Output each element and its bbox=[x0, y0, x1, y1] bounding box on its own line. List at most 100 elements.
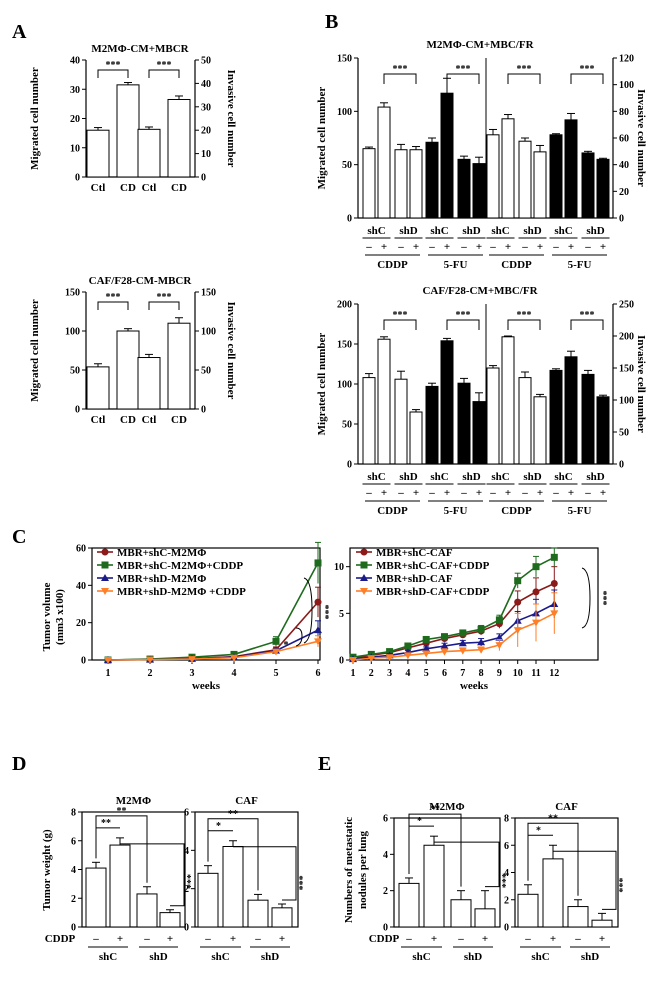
drug-sign: – bbox=[460, 487, 467, 499]
marker-square bbox=[314, 559, 322, 567]
x-tick-label: 11 bbox=[531, 668, 540, 679]
y-tick-label: 4 bbox=[184, 846, 189, 857]
significance-bracket bbox=[434, 841, 500, 888]
y-tick-label: 4 bbox=[71, 865, 76, 876]
chart-title: CAF/F28-CM-MBCR bbox=[89, 275, 193, 287]
y2-tick-label: 120 bbox=[619, 54, 634, 65]
bar bbox=[518, 140, 532, 219]
cddp-sign: + bbox=[230, 933, 236, 945]
chart-title: CAF bbox=[555, 801, 578, 813]
x-tick-label: 12 bbox=[549, 668, 559, 679]
drug-sign: + bbox=[537, 487, 543, 499]
y-axis-label-2: (mm3 x100) bbox=[54, 589, 66, 645]
y2-tick-label: 0 bbox=[201, 405, 206, 416]
marker-circle bbox=[532, 588, 540, 596]
bar bbox=[85, 867, 107, 928]
y-tick-label: 100 bbox=[337, 380, 352, 391]
y-tick-label: 150 bbox=[337, 340, 352, 351]
drug-sign: + bbox=[413, 487, 419, 499]
y-tick-label: 2 bbox=[184, 884, 189, 895]
significance-label: *** bbox=[580, 310, 595, 321]
marker-square bbox=[477, 625, 485, 633]
y2-tick-label: 50 bbox=[201, 366, 211, 377]
y-axis-label: Migrated cell number bbox=[316, 333, 328, 436]
drug-sign: + bbox=[381, 487, 387, 499]
marker-square bbox=[550, 553, 558, 561]
x-tick-label: 3 bbox=[190, 668, 195, 679]
significance-bracket bbox=[553, 850, 617, 910]
cddp-sign: + bbox=[279, 933, 285, 945]
y-tick-label: 4 bbox=[504, 868, 509, 879]
significance-bracket bbox=[446, 319, 480, 330]
bar bbox=[271, 907, 293, 928]
sh-label: shD bbox=[462, 225, 480, 237]
x-tick-label: 3 bbox=[387, 668, 392, 679]
drug-sign: – bbox=[489, 241, 496, 253]
bar bbox=[398, 882, 420, 928]
significance-label: *** bbox=[393, 310, 408, 321]
y-axis-label-2: nodules per lung bbox=[357, 830, 369, 909]
panel-label: B bbox=[325, 11, 338, 33]
bar bbox=[591, 919, 613, 928]
cddp-sign: – bbox=[405, 933, 412, 945]
y-tick-label: 60 bbox=[76, 544, 86, 555]
cddp-sign: + bbox=[482, 933, 488, 945]
bar bbox=[86, 129, 110, 178]
marker-triangle-down bbox=[513, 627, 522, 635]
marker-triangle bbox=[101, 574, 109, 581]
bar bbox=[596, 158, 610, 219]
drug-sign: – bbox=[365, 487, 372, 499]
significance-label: *** bbox=[580, 64, 595, 75]
significance-label: ** bbox=[101, 818, 111, 829]
y-tick-label: 8 bbox=[504, 814, 509, 825]
bar bbox=[159, 912, 181, 928]
chart-title: M2MΦ bbox=[116, 795, 151, 807]
y-tick-label: 5 bbox=[339, 609, 344, 620]
y-axis-label: Migrated cell number bbox=[29, 299, 41, 402]
significance-label: ** bbox=[228, 809, 238, 820]
marker-square bbox=[532, 563, 540, 571]
marker-triangle-down bbox=[385, 654, 394, 662]
significance-label: *** bbox=[517, 64, 532, 75]
drug-sign: – bbox=[521, 241, 528, 253]
y2-tick-label: 0 bbox=[619, 214, 624, 225]
marker-square bbox=[514, 577, 522, 585]
marker-triangle-down bbox=[532, 619, 540, 627]
panel-label: A bbox=[12, 21, 27, 43]
y-tick-label: 20 bbox=[76, 618, 86, 629]
series-line bbox=[107, 640, 319, 661]
y-tick-label: 6 bbox=[383, 814, 388, 825]
y2-axis-label: Invasive cell number bbox=[635, 335, 647, 433]
x-tick-label: 1 bbox=[106, 668, 111, 679]
group-label: shC bbox=[99, 951, 117, 963]
drug-label: 5-FU bbox=[568, 259, 592, 271]
y-tick-label: 2 bbox=[71, 894, 76, 905]
legend-label: MBR+shC-CAF+CDDP bbox=[376, 560, 490, 572]
drug-label: CDDP bbox=[501, 259, 532, 271]
cddp-sign: – bbox=[143, 933, 150, 945]
marker-circle bbox=[101, 548, 109, 556]
series-line bbox=[352, 612, 555, 661]
bar bbox=[486, 134, 500, 219]
group-label: shC bbox=[412, 951, 430, 963]
series-line bbox=[107, 601, 319, 661]
y2-tick-label: 0 bbox=[619, 460, 624, 471]
drug-label: 5-FU bbox=[568, 505, 592, 517]
marker-triangle bbox=[422, 644, 431, 652]
y2-tick-label: 20 bbox=[619, 187, 629, 198]
y2-tick-label: 50 bbox=[201, 56, 211, 67]
bar bbox=[457, 382, 471, 465]
significance-label: ** bbox=[430, 804, 440, 815]
bar bbox=[567, 906, 589, 928]
drug-sign: + bbox=[476, 487, 482, 499]
marker-triangle-down bbox=[367, 655, 376, 663]
category-label: Ctl bbox=[142, 182, 157, 194]
marker-triangle-down bbox=[440, 648, 449, 656]
bar bbox=[542, 858, 564, 928]
drug-sign: – bbox=[397, 487, 404, 499]
marker-triangle-down bbox=[458, 647, 467, 655]
sh-label: shC bbox=[367, 225, 385, 237]
y-axis-label: Tumor volume bbox=[41, 583, 53, 652]
drug-label: CDDP bbox=[377, 505, 408, 517]
significance-bracket bbox=[408, 813, 462, 887]
